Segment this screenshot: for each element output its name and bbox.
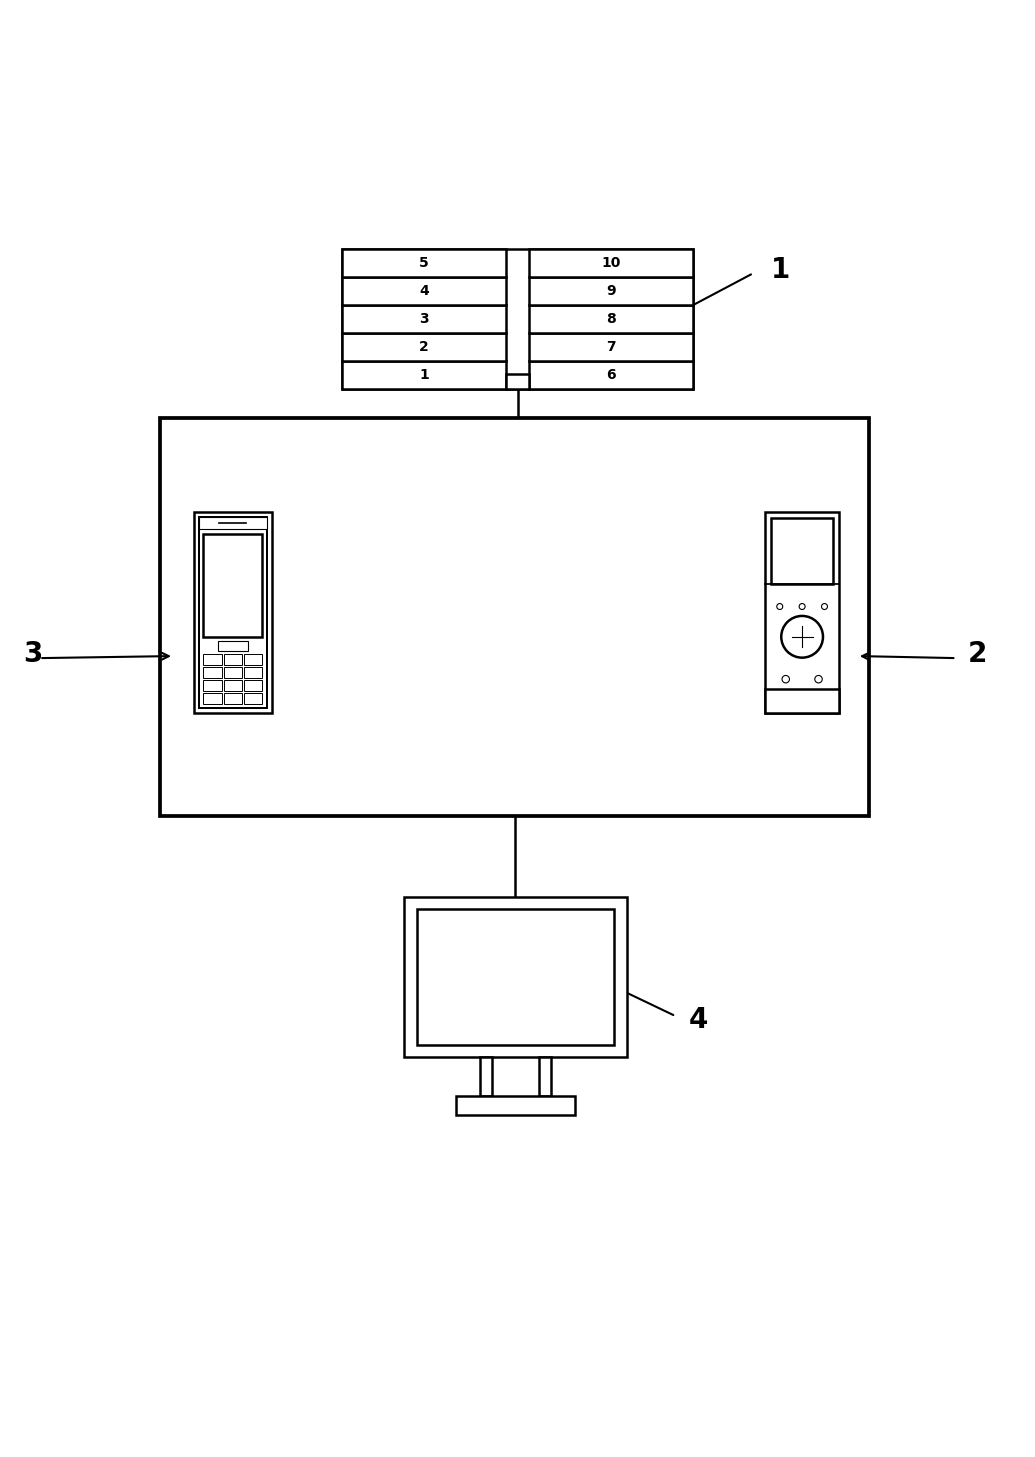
Bar: [342, 305, 506, 334]
Bar: [203, 654, 221, 664]
Circle shape: [822, 603, 827, 609]
Bar: [203, 680, 221, 691]
Bar: [342, 249, 693, 389]
Circle shape: [777, 603, 782, 609]
Text: 1: 1: [771, 256, 791, 284]
Bar: [765, 689, 839, 714]
Text: 3: 3: [23, 640, 42, 667]
Text: 4: 4: [688, 1007, 708, 1034]
Bar: [199, 517, 267, 529]
Text: 1: 1: [419, 369, 428, 382]
Bar: [538, 1058, 551, 1097]
Bar: [342, 334, 506, 361]
Bar: [195, 511, 271, 714]
Bar: [203, 535, 263, 637]
Text: 9: 9: [607, 284, 616, 299]
Text: 10: 10: [601, 256, 621, 270]
Bar: [244, 694, 263, 704]
Text: 2: 2: [968, 640, 987, 667]
Text: 6: 6: [607, 369, 616, 382]
Bar: [404, 896, 627, 1058]
Text: 5: 5: [419, 256, 428, 270]
Bar: [244, 667, 263, 678]
Bar: [244, 680, 263, 691]
Bar: [529, 361, 693, 389]
Bar: [342, 277, 506, 305]
Bar: [455, 1097, 575, 1115]
Bar: [529, 277, 693, 305]
Bar: [203, 694, 221, 704]
Bar: [203, 667, 221, 678]
Bar: [416, 909, 615, 1045]
Bar: [199, 517, 267, 708]
Bar: [342, 249, 506, 277]
Bar: [224, 654, 242, 664]
Bar: [529, 334, 693, 361]
Bar: [529, 305, 693, 334]
Bar: [224, 694, 242, 704]
Bar: [479, 1058, 493, 1097]
Text: 8: 8: [607, 312, 616, 326]
Text: 2: 2: [419, 339, 428, 354]
Bar: [506, 373, 529, 389]
Bar: [771, 517, 833, 584]
Text: 7: 7: [607, 339, 616, 354]
Text: 4: 4: [419, 284, 428, 299]
Bar: [160, 418, 869, 816]
Bar: [244, 654, 263, 664]
Bar: [218, 641, 247, 651]
Circle shape: [782, 676, 790, 683]
Bar: [765, 511, 839, 714]
Circle shape: [781, 616, 823, 657]
Bar: [224, 680, 242, 691]
Bar: [224, 667, 242, 678]
Circle shape: [799, 603, 805, 609]
Circle shape: [815, 676, 822, 683]
Bar: [529, 249, 693, 277]
Bar: [342, 361, 506, 389]
Text: 3: 3: [419, 312, 428, 326]
